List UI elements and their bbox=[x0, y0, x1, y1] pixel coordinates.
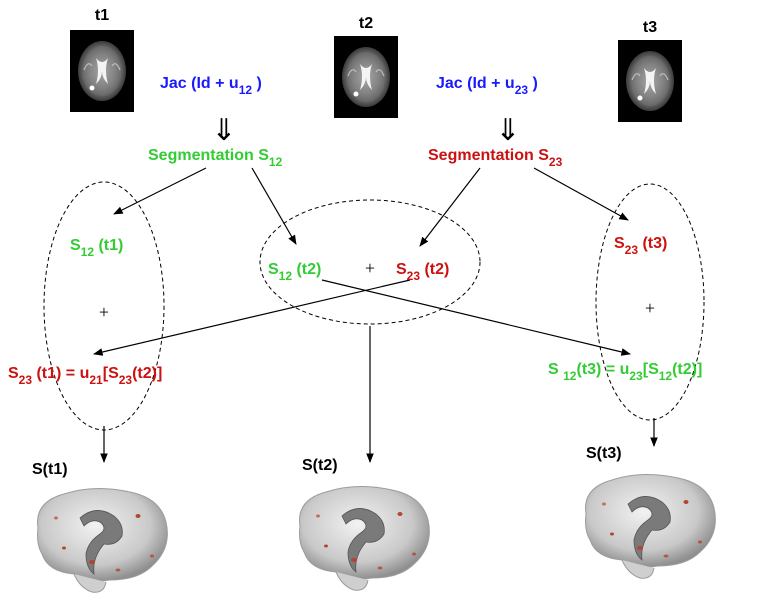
implies-arrow-12: ⇓ bbox=[211, 113, 236, 148]
brain-render-t2 bbox=[299, 485, 430, 591]
output-label-t3: S(t3) bbox=[586, 445, 622, 462]
segmentation-label-23: Segmentation S23 bbox=[428, 147, 563, 169]
timepoint-label-t3: t3 bbox=[643, 19, 657, 36]
jacobian-label-12: Jac (Id + u12 ) bbox=[160, 75, 262, 97]
group-ellipse-t3 bbox=[595, 183, 705, 421]
timepoint-label-t2: t2 bbox=[359, 15, 373, 32]
arrow-seg12-to-s12t1 bbox=[113, 167, 207, 215]
brain-render-t1 bbox=[37, 487, 168, 593]
plus-sign-t3: + bbox=[645, 298, 655, 318]
mri-slice-t2 bbox=[333, 35, 399, 119]
timepoint-label-t1: t1 bbox=[95, 7, 109, 24]
node-s12-t1: S12 (t1) bbox=[70, 237, 123, 259]
plus-sign-t2: + bbox=[365, 258, 375, 278]
output-label-t1: S(t1) bbox=[32, 461, 68, 478]
node-s23-t3: S23 (t3) bbox=[614, 235, 667, 257]
arrow-seg23-to-s23t3 bbox=[533, 167, 629, 221]
mri-slice-t3 bbox=[617, 39, 683, 123]
arrow-s12t2-to-s12t3 bbox=[321, 279, 631, 356]
node-s12-t2: S12 (t2) bbox=[268, 261, 321, 283]
brain-render-t3 bbox=[585, 473, 716, 579]
plus-sign-t1: + bbox=[99, 302, 109, 322]
equation-s12-t3: S 12(t3) = u23[S12(t2)] bbox=[548, 361, 702, 383]
arrow-s23t2-to-s23t1 bbox=[93, 279, 411, 356]
implies-arrow-23: ⇓ bbox=[495, 113, 520, 148]
equation-s23-t1: S23 (t1) = u21[S23(t2)] bbox=[8, 365, 162, 387]
mri-slice-t1 bbox=[69, 29, 135, 113]
group-ellipse-t2 bbox=[259, 199, 481, 325]
jacobian-label-23: Jac (Id + u23 ) bbox=[436, 75, 538, 97]
arrow-seg23-to-s23t2 bbox=[419, 167, 481, 247]
output-label-t2: S(t2) bbox=[302, 457, 338, 474]
segmentation-label-12: Segmentation S12 bbox=[148, 147, 283, 169]
node-s23-t2: S23 (t2) bbox=[396, 261, 449, 283]
arrow-seg12-to-s12t2 bbox=[251, 167, 297, 245]
